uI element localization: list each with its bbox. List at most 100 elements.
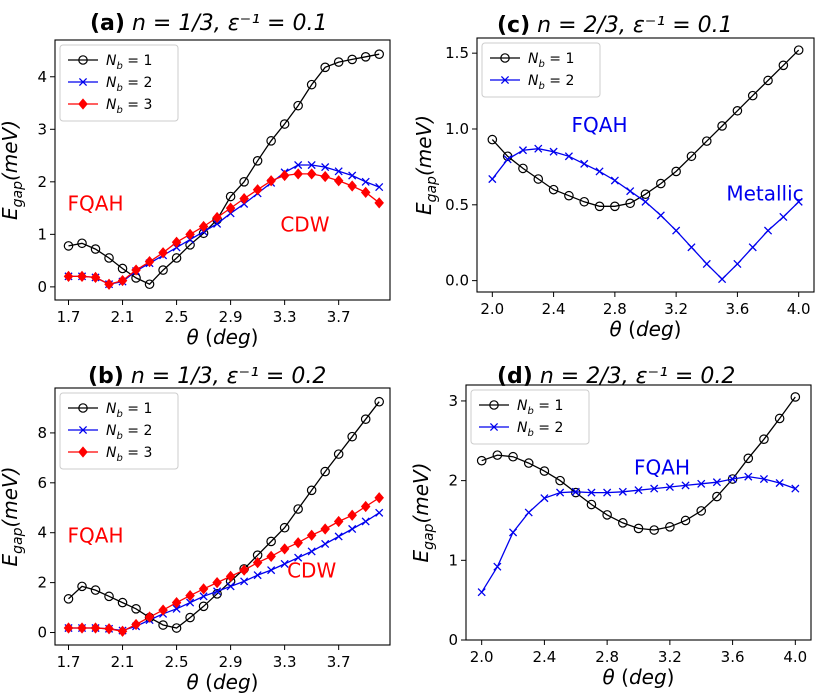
data-point <box>320 523 330 535</box>
data-point <box>696 506 707 516</box>
data-point <box>649 525 659 535</box>
data-point <box>266 136 276 146</box>
x-tick-label: 2.4 <box>542 300 566 318</box>
data-point <box>728 474 737 484</box>
data-point <box>63 270 74 282</box>
data-point <box>697 479 706 488</box>
data-point <box>348 524 357 534</box>
data-point <box>508 451 518 462</box>
chart-title: (a) n = 1/3, ε⁻¹ = 0.1 <box>90 11 327 36</box>
data-point <box>360 414 371 424</box>
data-point <box>117 274 128 287</box>
data-point <box>77 270 87 282</box>
data-point <box>759 434 769 444</box>
x-axis-label: θ (deg) <box>187 670 259 694</box>
x-tick-label: 3.2 <box>664 300 688 318</box>
data-point <box>763 226 773 235</box>
x-tick-label: 1.7 <box>57 653 81 671</box>
x-tick-label: 3.2 <box>658 648 682 666</box>
data-point <box>253 571 262 580</box>
y-axis-label: Egap(meV) <box>0 120 26 220</box>
y-tick-label: 0.0 <box>445 272 469 290</box>
data-point <box>333 449 344 459</box>
data-point <box>90 622 101 634</box>
data-point <box>587 488 596 497</box>
series-line <box>68 173 380 285</box>
data-point <box>717 121 727 131</box>
data-point <box>198 583 209 595</box>
data-point <box>239 564 249 576</box>
x-tick-label: 3.7 <box>327 308 351 326</box>
data-point <box>680 515 691 526</box>
data-point <box>117 597 128 608</box>
data-point <box>225 191 236 202</box>
x-axis-label: θ (deg) <box>610 317 682 341</box>
data-point <box>347 180 357 192</box>
series-2 <box>477 472 800 597</box>
data-point <box>90 244 101 254</box>
annotation-label: FQAH <box>572 113 628 137</box>
annotation-label: CDW <box>280 213 329 237</box>
data-point <box>775 478 784 488</box>
series-3 <box>63 168 384 290</box>
x-axis-label: θ (deg) <box>603 665 675 689</box>
x-tick-label: 2.8 <box>603 300 627 318</box>
series-1 <box>487 45 804 212</box>
data-point <box>555 475 565 486</box>
series-3 <box>63 492 384 637</box>
data-point <box>306 168 317 180</box>
plot-area <box>476 392 801 597</box>
data-point <box>307 160 316 170</box>
data-point <box>347 509 357 521</box>
data-point <box>279 522 290 533</box>
legend-label: Nb = 1 <box>106 401 152 420</box>
legend-marker <box>500 75 510 85</box>
data-point <box>293 168 303 180</box>
legend-box <box>59 392 179 470</box>
data-point <box>347 431 357 442</box>
data-point <box>104 591 114 602</box>
annotation-label: FQAH <box>68 524 124 548</box>
data-point <box>63 622 74 634</box>
data-point <box>640 189 651 199</box>
data-point <box>665 482 674 492</box>
data-point <box>144 611 155 623</box>
plot-area <box>487 45 804 284</box>
annotation-label: CDW <box>287 559 336 583</box>
data-point <box>701 136 712 146</box>
data-point <box>791 484 800 493</box>
series-line <box>491 49 800 207</box>
series-line <box>481 475 796 593</box>
data-point <box>63 594 74 604</box>
data-point <box>240 577 249 586</box>
series-2 <box>488 144 803 284</box>
series-1 <box>63 49 384 290</box>
plot-frame <box>54 387 391 646</box>
data-point <box>759 474 769 484</box>
data-point <box>266 536 276 547</box>
series-1 <box>63 396 384 633</box>
data-point <box>252 156 263 166</box>
data-point <box>225 570 236 583</box>
data-point <box>580 159 589 168</box>
data-point <box>185 240 195 250</box>
series-line <box>481 396 796 531</box>
y-tick-label: 1.5 <box>445 44 469 62</box>
data-point <box>564 152 573 161</box>
data-point <box>104 623 114 635</box>
data-point <box>492 450 503 460</box>
data-point <box>518 146 528 155</box>
legend: Nb = 1 Nb = 2 <box>470 389 590 445</box>
data-point <box>186 598 195 607</box>
x-tick-label: 3.6 <box>721 648 745 666</box>
data-point <box>280 559 289 568</box>
data-point <box>595 167 604 176</box>
data-point <box>374 49 384 59</box>
y-axis-label: Egap(meV) <box>412 115 440 215</box>
data-point <box>294 160 303 170</box>
data-point <box>171 236 182 248</box>
data-point <box>212 589 222 599</box>
data-point <box>374 197 384 209</box>
data-point <box>90 585 101 595</box>
data-point <box>602 510 612 520</box>
